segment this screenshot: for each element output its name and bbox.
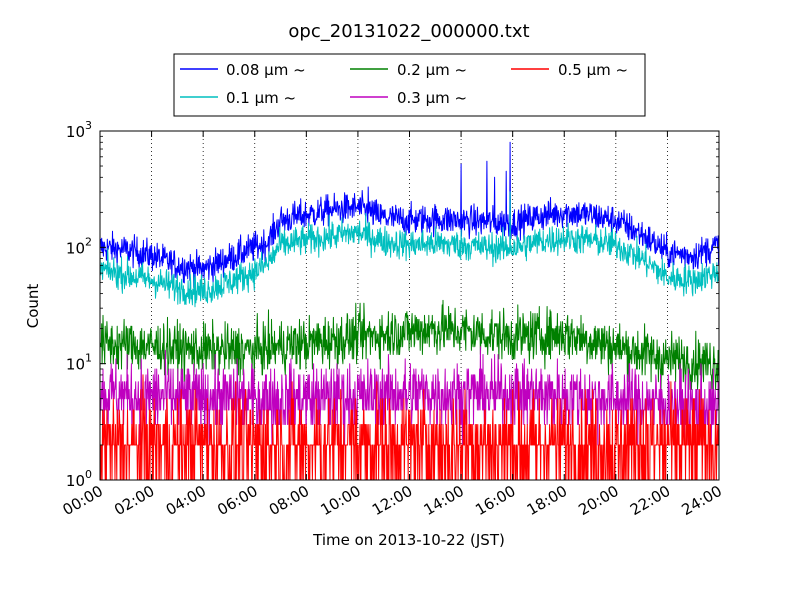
legend-entry-1: 0.1 µm ~ xyxy=(180,89,296,107)
legend-label-4: 0.5 µm ~ xyxy=(558,61,628,79)
legend-label-1: 0.1 µm ~ xyxy=(226,89,296,107)
x-tick-label: 06:00 xyxy=(214,482,260,519)
series-line-2 xyxy=(100,299,719,390)
y-axis-label: Count xyxy=(24,284,42,329)
legend-label-0: 0.08 µm ~ xyxy=(226,61,306,79)
plot-frame xyxy=(99,130,720,481)
x-tick-label: 18:00 xyxy=(524,482,570,519)
x-tick-label: 08:00 xyxy=(266,482,312,519)
legend-frame xyxy=(173,53,646,117)
x-tick-label: 12:00 xyxy=(369,482,415,519)
x-tick-label: 16:00 xyxy=(472,482,518,519)
series-layer xyxy=(100,141,719,480)
legend: 0.08 µm ~ 0.1 µm ~ 0.2 µm ~ 0.3 µm ~ 0.5… xyxy=(173,53,646,117)
x-axis-label: Time on 2013-10-22 (JST) xyxy=(312,531,505,549)
legend-label-3: 0.3 µm ~ xyxy=(397,89,467,107)
legend-label-2: 0.2 µm ~ xyxy=(397,61,467,79)
x-tick-label: 20:00 xyxy=(575,482,621,519)
x-tick-label: 24:00 xyxy=(679,482,725,519)
y-tick-label: 101 xyxy=(66,352,92,374)
y-tick-label: 103 xyxy=(66,119,92,141)
x-tick-label: 22:00 xyxy=(627,482,673,519)
y-tick-label: 102 xyxy=(66,235,92,257)
legend-entry-2: 0.2 µm ~ xyxy=(350,61,467,79)
series-line-0 xyxy=(100,141,719,288)
chart-title: opc_20131022_000000.txt xyxy=(288,21,529,42)
x-tick-label: 14:00 xyxy=(421,482,467,519)
series-line-1 xyxy=(100,191,719,308)
x-tick-label: 10:00 xyxy=(317,482,363,519)
y-tick-label: 100 xyxy=(66,468,92,490)
series-line-4 xyxy=(100,374,719,480)
legend-entry-4: 0.5 µm ~ xyxy=(511,61,628,79)
legend-entry-0: 0.08 µm ~ xyxy=(180,61,306,79)
x-tick-label: 04:00 xyxy=(163,482,209,519)
x-tick-label: 02:00 xyxy=(111,482,157,519)
legend-entry-3: 0.3 µm ~ xyxy=(350,89,467,107)
